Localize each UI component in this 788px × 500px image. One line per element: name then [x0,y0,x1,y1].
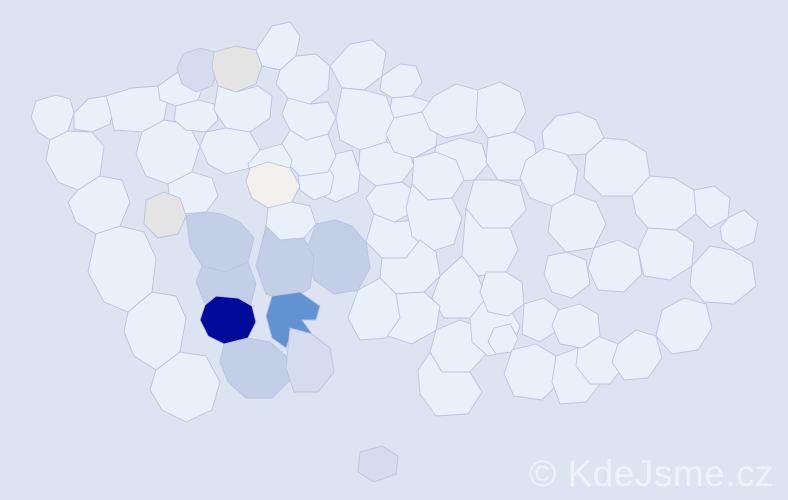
district-frydek-mistek[interactable] [689,245,757,305]
district-mlada-boleslav[interactable] [335,87,395,151]
district-pelhrimov[interactable] [347,277,401,341]
district-prerov[interactable] [587,239,643,293]
district-usti-nad-labem[interactable] [211,45,263,93]
district-plzen-jih[interactable] [185,211,255,273]
district-karvina[interactable] [719,209,759,251]
district-breclav[interactable] [503,343,561,401]
district-kromeriz[interactable] [551,303,601,349]
district-zlin[interactable] [611,329,663,381]
district-vsetin[interactable] [655,297,713,355]
district-novy-jicin[interactable] [637,227,695,281]
district-litomerice[interactable] [213,85,273,133]
district-cesky-krumlov[interactable] [149,351,221,423]
district-kolin[interactable] [365,181,417,223]
district-most[interactable] [173,99,219,133]
district-plzen-mesto[interactable] [143,191,187,239]
district-ceske-budejovice[interactable] [219,337,291,399]
district-blansko[interactable] [479,271,525,317]
district-znojmo[interactable] [417,351,483,417]
district-uherske-hradiste[interactable] [575,335,625,385]
district-liberec[interactable] [329,39,387,91]
district-jablonec[interactable] [379,63,423,99]
district-olomouc[interactable] [547,193,607,253]
district-chrudim[interactable] [405,183,463,253]
district-jindrichuv-hradec[interactable] [285,327,335,393]
district-rakovnik[interactable] [245,161,301,209]
district-layer [30,21,759,483]
district-pribram[interactable] [255,225,315,303]
district-highlight-minor[interactable] [357,445,399,483]
district-pisek[interactable] [199,295,257,345]
district-prostejov[interactable] [543,251,591,299]
district-benesov[interactable] [305,219,371,295]
district-nachod[interactable] [475,81,527,139]
district-decin[interactable] [255,21,301,71]
watermark-kdejsme: © KdeJsme.cz [528,453,774,494]
district-teplice[interactable] [176,47,219,93]
district-ceska-lipa[interactable] [275,53,331,105]
